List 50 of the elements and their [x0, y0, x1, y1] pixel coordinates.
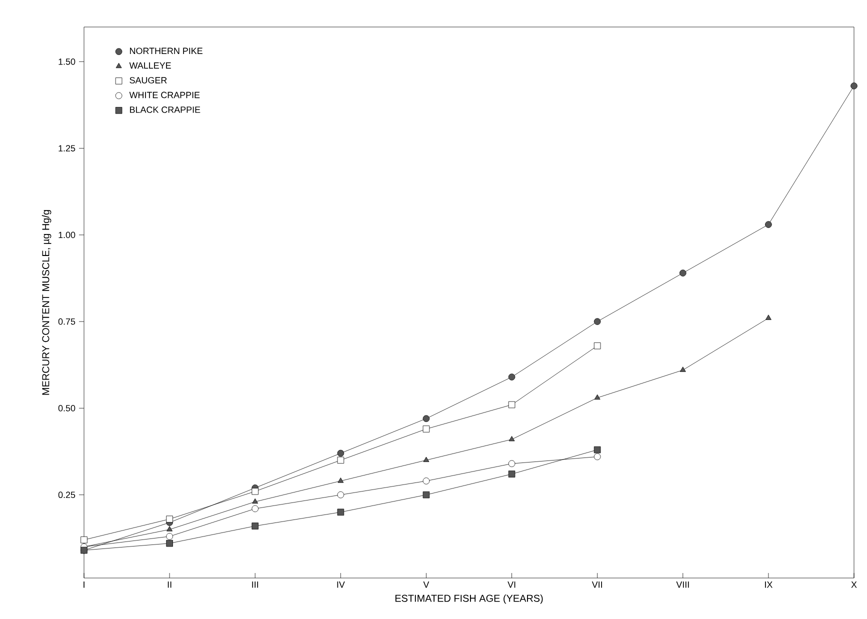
point — [508, 436, 515, 442]
y-tick-label: 1.00 — [58, 232, 76, 238]
point — [166, 526, 173, 532]
legend-label: SAUGER — [130, 77, 167, 84]
y-axis-title: MERCURY CONTENT MUSCLE, µg Hg/g — [42, 210, 52, 395]
point — [594, 318, 601, 325]
point — [508, 470, 516, 478]
x-tick-label: IX — [765, 582, 772, 588]
x-tick-label: VI — [508, 582, 516, 588]
point — [422, 426, 430, 432]
point — [508, 374, 516, 380]
point — [594, 394, 600, 400]
point — [680, 366, 686, 372]
legend-label: NORTHERN PIKE — [130, 48, 202, 54]
point — [337, 508, 344, 516]
y-tick-label: 1.50 — [58, 58, 76, 65]
point — [680, 270, 686, 276]
y-tick-label: 0.75 — [58, 318, 76, 325]
point — [252, 488, 258, 495]
point — [422, 491, 430, 498]
x-tick-label: II — [168, 582, 172, 588]
x-tick-label: IV — [337, 582, 345, 588]
x-tick-label: VII — [592, 582, 602, 588]
point — [252, 498, 258, 504]
point — [338, 478, 344, 483]
legend-label: WALLEYE — [129, 62, 171, 69]
x-tick-label: VIII — [676, 582, 689, 588]
x-tick-label: V — [423, 582, 430, 588]
x-tick-label: III — [252, 582, 258, 588]
point — [166, 540, 173, 547]
point — [508, 401, 516, 408]
y-tick-label: 1.25 — [58, 145, 76, 152]
point — [252, 522, 258, 530]
point — [765, 314, 772, 320]
y-tick-label: 0.50 — [58, 405, 76, 412]
point — [850, 82, 858, 90]
point — [594, 446, 601, 454]
point — [80, 536, 88, 544]
legend-label: WHITE CRAPPIE — [129, 92, 200, 98]
point — [765, 221, 772, 228]
legend-label: BLACK CRAPPIE — [130, 106, 200, 113]
point — [594, 342, 601, 350]
x-tick-label: X — [851, 582, 857, 588]
point — [337, 450, 344, 457]
point — [337, 456, 344, 464]
y-tick-label: 0.25 — [58, 492, 76, 498]
x-axis-title: ESTIMATED FISH AGE (YEARS) — [395, 594, 543, 604]
point — [423, 456, 430, 462]
point — [166, 516, 173, 522]
point — [422, 415, 430, 422]
